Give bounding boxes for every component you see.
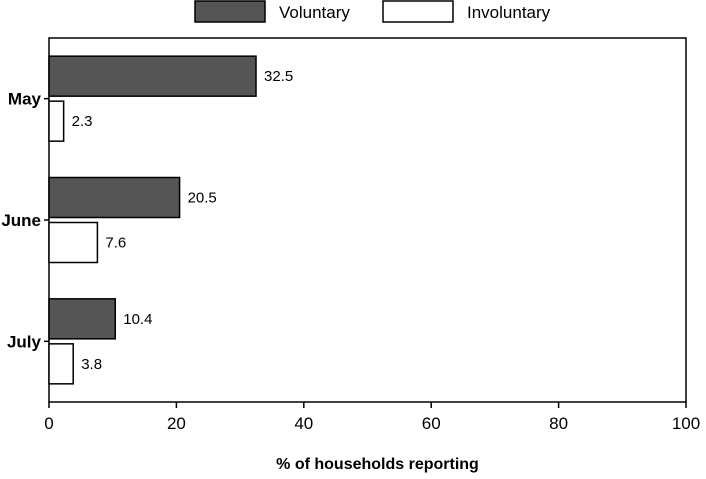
legend-label-voluntary: Voluntary <box>279 3 350 22</box>
legend-label-involuntary: Involuntary <box>467 3 551 22</box>
y-tick-label-june: June <box>1 211 41 230</box>
legend-swatch-involuntary <box>382 0 454 23</box>
x-tick-label: 40 <box>294 414 313 433</box>
bar-involuntary-may <box>48 100 65 142</box>
data-label: 2.3 <box>72 113 93 130</box>
bar-voluntary-may <box>48 55 257 97</box>
data-label: 32.5 <box>264 68 293 85</box>
x-tick-label: 60 <box>422 414 441 433</box>
x-tick-label: 0 <box>44 414 53 433</box>
y-tick-label-july: July <box>7 332 42 351</box>
legend: Voluntary Involuntary <box>194 0 551 23</box>
x-tick-label: 80 <box>549 414 568 433</box>
legend-swatch-voluntary <box>194 0 266 23</box>
data-label: 20.5 <box>188 190 217 207</box>
y-tick-label-may: May <box>8 90 42 109</box>
bar-involuntary-july <box>48 343 74 385</box>
x-tick-label: 100 <box>672 414 700 433</box>
data-label: 10.4 <box>123 311 152 328</box>
bars: 32.5 2.3 20.5 7.6 10.4 3.8 <box>48 55 293 385</box>
bar-voluntary-june <box>48 176 181 219</box>
data-label: 7.6 <box>105 235 126 252</box>
y-axis: May June July <box>1 90 49 351</box>
x-axis-title: % of households reporting <box>276 456 479 473</box>
data-label: 3.8 <box>81 356 102 373</box>
bar-voluntary-july <box>48 298 116 340</box>
x-tick-label: 20 <box>167 414 186 433</box>
x-axis: 0 20 40 60 80 100 <box>44 402 700 433</box>
bar-involuntary-june <box>48 221 99 264</box>
